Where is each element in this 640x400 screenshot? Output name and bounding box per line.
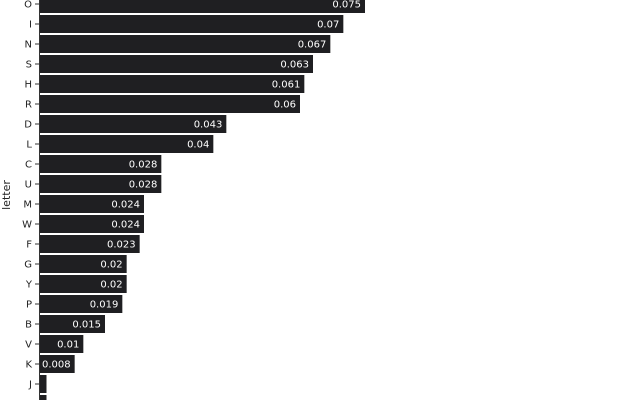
y-tick-label: N xyxy=(25,40,32,51)
y-tick-label: U xyxy=(25,180,32,191)
bar-value-label: 0.02 xyxy=(100,260,122,271)
bar-value-label: 0.067 xyxy=(298,40,327,51)
bar-value-label: 0.028 xyxy=(129,160,158,171)
bar-value-label: 0.023 xyxy=(107,240,136,251)
bar-V xyxy=(40,335,84,353)
bar-M xyxy=(40,195,144,213)
bar-O xyxy=(40,0,365,13)
bar-value-label: 0.06 xyxy=(274,100,296,111)
y-tick-label: P xyxy=(26,300,32,311)
bar-Y xyxy=(40,275,127,293)
bar-W xyxy=(40,215,144,233)
y-tick-label: B xyxy=(25,320,32,331)
bar-S xyxy=(40,55,313,73)
y-tick-label: H xyxy=(24,80,32,91)
bar-value-label: 0.07 xyxy=(317,20,339,31)
y-tick-label: K xyxy=(25,360,32,371)
y-tick-label: W xyxy=(22,220,32,231)
y-axis-ticks: OINSHRDLCUMWFGYPBVKJX xyxy=(22,0,40,400)
bar-value-label: 0.024 xyxy=(111,200,140,211)
y-tick-label: Y xyxy=(25,280,33,291)
y-tick-label: L xyxy=(26,140,32,151)
bar-D xyxy=(40,115,227,133)
bar-K xyxy=(40,355,75,373)
y-axis-title: letter xyxy=(0,180,13,210)
y-tick-label: V xyxy=(25,340,32,351)
bars-group: 0.075 0.07 0.067 0.063 0.061 0.06 0.043 0.04 0.0… xyxy=(40,0,365,400)
y-tick-label: R xyxy=(25,100,32,111)
bar-value-label: 0.015 xyxy=(72,320,101,331)
y-tick-label: O xyxy=(24,0,32,11)
bar-value-label: 0.028 xyxy=(129,180,158,191)
bar-G xyxy=(40,255,127,273)
bar-value-label: 0.02 xyxy=(100,280,122,291)
bar-F xyxy=(40,235,140,253)
bar-value-label: 0.04 xyxy=(187,140,209,151)
bar-value-label: 0.075 xyxy=(332,0,361,11)
bar-value-label: 0.063 xyxy=(280,60,309,71)
bar-value-label: 0.008 xyxy=(42,360,71,371)
bar-U xyxy=(40,175,162,193)
y-tick-label: S xyxy=(26,60,32,71)
bar-X xyxy=(40,395,47,400)
bar-L xyxy=(40,135,214,153)
bar-H xyxy=(40,75,305,93)
bar-value-label: 0.061 xyxy=(272,80,301,91)
bar-value-label: 0.019 xyxy=(90,300,119,311)
y-tick-label: F xyxy=(26,240,32,251)
bar-R xyxy=(40,95,300,113)
bar-value-label: 0.043 xyxy=(194,120,223,131)
bar-value-label: 0.024 xyxy=(111,220,140,231)
y-tick-label: J xyxy=(28,380,32,391)
bar-B xyxy=(40,315,105,333)
y-tick-label: C xyxy=(25,160,32,171)
y-tick-label: I xyxy=(29,20,32,31)
bar-J xyxy=(40,375,47,393)
bar-C xyxy=(40,155,162,173)
bar-P xyxy=(40,295,123,313)
bar-N xyxy=(40,35,331,53)
y-tick-label: M xyxy=(23,200,32,211)
bar-I xyxy=(40,15,344,33)
y-tick-label: G xyxy=(24,260,32,271)
y-tick-label: D xyxy=(24,120,32,131)
bar-value-label: 0.01 xyxy=(57,340,79,351)
